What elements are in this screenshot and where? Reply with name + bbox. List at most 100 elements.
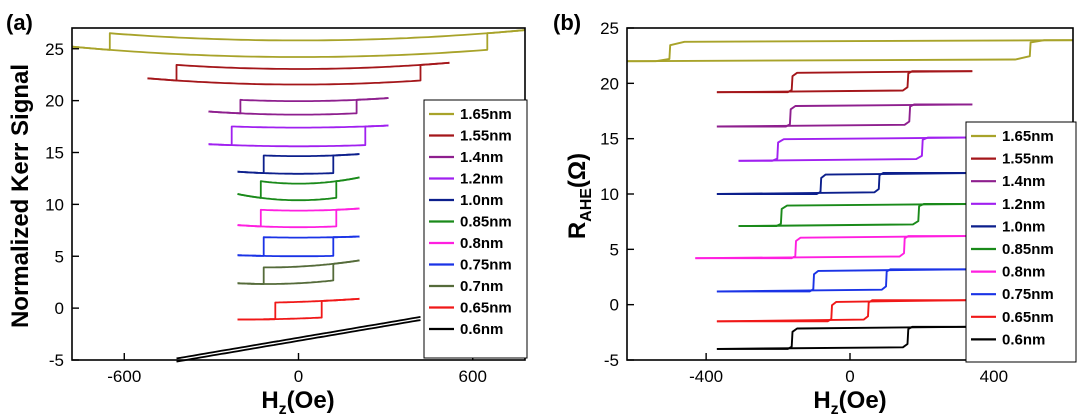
panel-b-y-title-rest: (Ω) xyxy=(564,153,591,188)
panel-a-x-title-sub: z xyxy=(279,401,287,418)
panel-a-trace-up-0-6nm xyxy=(176,316,421,360)
panel-b-legend-label-0-85nm: 0.85nm xyxy=(1002,241,1054,258)
panel-b-y-tick-label: -5 xyxy=(604,351,619,370)
panel-b-legend-label-1-0nm: 1.0nm xyxy=(1002,218,1045,235)
panel-b-legend-box xyxy=(965,121,1077,363)
panel-a-legend-label-1-55nm: 1.55nm xyxy=(460,128,512,145)
panel-b-trace-down-0-8nm xyxy=(695,235,969,260)
panel-b-legend-label-0-65nm: 0.65nm xyxy=(1002,309,1054,326)
panel-a-legend-label-0-65nm: 0.65nm xyxy=(460,300,512,317)
panel-b-ticks: -400 0 400 -5 0 5 10 15 20 25 xyxy=(600,19,1008,386)
panel-b-y-title-main: R xyxy=(564,222,591,239)
panel-a-y-tick-label: 0 xyxy=(55,299,64,318)
panel-b-legend-label-1-65nm: 1.65nm xyxy=(1002,128,1054,145)
panel-b-y-tick-label: 20 xyxy=(600,74,619,93)
panel-b-trace-down-0-85nm xyxy=(738,203,969,228)
panel-a-trace-down-1-65nm xyxy=(71,29,526,51)
panel-b-y-tick-label: 10 xyxy=(600,185,619,204)
panel-b-label: (b) xyxy=(553,10,581,35)
panel-a-trace-up-1-65nm xyxy=(71,29,526,58)
panel-a-x-tick-label: 0 xyxy=(294,367,303,386)
panel-a-trace-up-1-55nm xyxy=(147,61,450,86)
panel-b-trace-up-0-75nm xyxy=(716,268,969,293)
panel-b-traces xyxy=(626,39,1074,350)
panel-b-trace-up-0-8nm xyxy=(695,235,969,260)
panel-b-x-tick-label: 400 xyxy=(980,367,1008,386)
panel-b-trace-down-1-4nm xyxy=(716,103,973,128)
panel-b-y-tick-label: 25 xyxy=(600,19,619,38)
panel-a-x-title-main: H xyxy=(261,387,278,414)
panel-a-legend-box xyxy=(423,99,528,359)
panel-b-x-tick-label: -400 xyxy=(689,367,723,386)
panel-b-x-tick-label: 0 xyxy=(845,367,854,386)
panel-a-y-tick-label: 5 xyxy=(55,247,64,266)
panel-a-trace-down-0-7nm xyxy=(237,259,360,285)
panel-b-trace-down-1-55nm xyxy=(716,70,973,94)
panel-a-trace-down-0-6nm xyxy=(176,319,421,363)
panel-a-x-title-rest: (Oe) xyxy=(287,387,335,414)
panel-b-x-title-sub: z xyxy=(831,401,839,418)
panel-a-y-tick-label: -5 xyxy=(49,351,64,370)
panel-a-y-tick-label: 20 xyxy=(45,92,64,111)
panel-b-y-axis-title: RAHE(Ω) xyxy=(564,153,595,239)
panel-a-legend-label-0-85nm: 0.85nm xyxy=(460,214,512,231)
panel-b-trace-up-1-65nm xyxy=(626,39,1073,63)
panel-b-trace-up-0-6nm xyxy=(716,325,969,350)
panel-a-y-axis-title: Normalized Kerr Signal xyxy=(7,64,34,328)
panel-a-y-tick-label: 10 xyxy=(45,195,64,214)
panel-a-legend-label-1-2nm: 1.2nm xyxy=(460,171,503,188)
panel-a-trace-down-1-2nm xyxy=(208,124,389,146)
panel-b-legend-label-0-6nm: 0.6nm xyxy=(1002,331,1045,348)
panel-b-trace-up-1-2nm xyxy=(738,136,969,162)
panel-a-x-tick-label: 600 xyxy=(459,367,487,386)
panel-a-y-tick-label: 25 xyxy=(45,40,64,59)
panel-a-legend-label-0-7nm: 0.7nm xyxy=(460,278,503,295)
panel-a-trace-down-0-75nm xyxy=(237,235,360,257)
panel-a-trace-up-0-65nm xyxy=(237,297,360,321)
panel-b-trace-up-0-65nm xyxy=(716,299,969,323)
panel-a-legend-label-0-75nm: 0.75nm xyxy=(460,257,512,274)
panel-a-traces xyxy=(71,29,526,363)
panel-a-legend-label-1-65nm: 1.65nm xyxy=(460,106,512,123)
panel-a-trace-up-0-7nm xyxy=(237,259,360,285)
panel-b-trace-up-1-55nm xyxy=(716,70,973,94)
panel-a-trace-up-1-4nm xyxy=(208,97,389,116)
panel-a-trace-up-1-2nm xyxy=(208,124,389,148)
panel-a-trace-down-0-65nm xyxy=(237,297,360,321)
panel-a-legend-label-1-0nm: 1.0nm xyxy=(460,192,503,209)
panel-a-trace-down-1-0nm xyxy=(237,153,360,174)
panel-a-trace-up-1-0nm xyxy=(237,153,360,175)
panel-a: -600 0 600 -5 0 5 10 15 20 25 (a) Normalized Kerr… xyxy=(6,10,528,418)
panel-b-y-title-sub: AHE xyxy=(578,188,595,222)
panel-b-y-tick-label: 5 xyxy=(610,240,619,259)
panel-b-legend-label-1-2nm: 1.2nm xyxy=(1002,196,1045,213)
panel-a-y-tick-label: 15 xyxy=(45,144,64,163)
panel-a-label: (a) xyxy=(6,10,33,35)
panel-b-trace-up-0-85nm xyxy=(738,203,969,228)
panel-b-trace-down-1-0nm xyxy=(716,172,973,195)
panel-a-legend-label-1-4nm: 1.4nm xyxy=(460,149,503,166)
panel-b-x-title-rest: (Oe) xyxy=(839,387,887,414)
panel-a-x-axis-title: Hz(Oe) xyxy=(261,387,334,418)
panel-b-trace-down-0-75nm xyxy=(716,268,969,293)
panel-a-x-tick-label: -600 xyxy=(107,367,141,386)
panel-b-y-tick-label: 0 xyxy=(610,296,619,315)
panel-a-ticks: -600 0 600 -5 0 5 10 15 20 25 xyxy=(45,40,487,386)
panel-b-trace-up-1-4nm xyxy=(716,103,973,128)
panel-b-trace-down-0-65nm xyxy=(716,299,969,323)
panel-a-trace-up-0-8nm xyxy=(237,207,360,229)
panel-b-legend-label-0-8nm: 0.8nm xyxy=(1002,264,1045,281)
panel-a-trace-down-1-55nm xyxy=(147,61,450,82)
panel-a-legend: 1.65nm 1.55nm 1.4nm 1.2nm 1.0nm 0.85nm 0.8nm 0.… xyxy=(423,99,528,359)
panel-a-trace-down-0-8nm xyxy=(237,207,360,228)
panel-b-legend-label-1-55nm: 1.55nm xyxy=(1002,151,1054,168)
panel-a-trace-up-0-85nm xyxy=(237,176,360,202)
panel-b-legend-label-0-75nm: 0.75nm xyxy=(1002,286,1054,303)
panel-b-legend-label-1-4nm: 1.4nm xyxy=(1002,173,1045,190)
panel-b-trace-up-1-0nm xyxy=(716,172,973,195)
panel-b-trace-down-1-2nm xyxy=(738,136,969,162)
panel-b-x-axis-title: Hz(Oe) xyxy=(813,387,886,418)
panel-b-y-tick-label: 15 xyxy=(600,130,619,149)
